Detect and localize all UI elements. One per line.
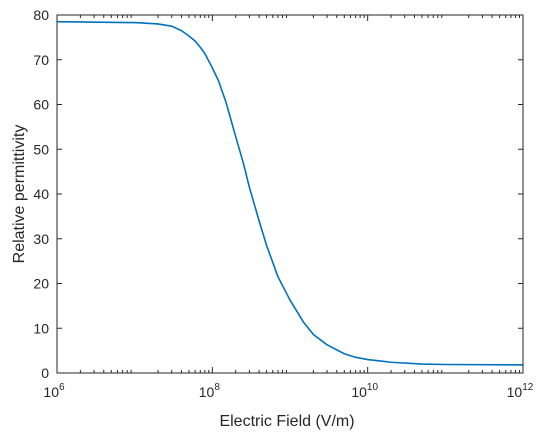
x-tick-label-exponent: 12 [522,382,534,393]
permittivity-series-line [56,20,524,366]
y-tick-label: 50 [33,141,49,157]
x-tick-label-exponent: 8 [214,382,220,393]
y-tick-label: 30 [33,231,49,247]
x-axis-label: Electric Field (V/m) [219,413,354,430]
plot-area-frame [56,14,524,374]
y-tick-label: 40 [33,186,49,202]
y-tick-label: 10 [33,320,49,336]
x-tick-label: 1012 [507,382,534,400]
x-tick-label: 106 [43,382,65,400]
y-tick-label: 60 [33,97,49,113]
x-tick-label-exponent: 6 [59,382,65,393]
x-tick-label-base: 10 [43,384,59,400]
x-tick-label-base: 10 [199,384,215,400]
x-tick-label-base: 10 [507,384,523,400]
x-tick-label: 108 [199,382,221,400]
ticks-layer [56,14,524,374]
y-tick-label: 80 [33,7,49,23]
x-tick-label-base: 10 [351,384,367,400]
y-tick-label: 0 [41,365,49,381]
y-tick-label: 20 [33,276,49,292]
y-tick-label: 70 [33,52,49,68]
y-axis-label: Relative permittivity [11,125,28,264]
x-tick-label-exponent: 10 [367,382,379,393]
x-tick-label: 1010 [351,382,378,400]
